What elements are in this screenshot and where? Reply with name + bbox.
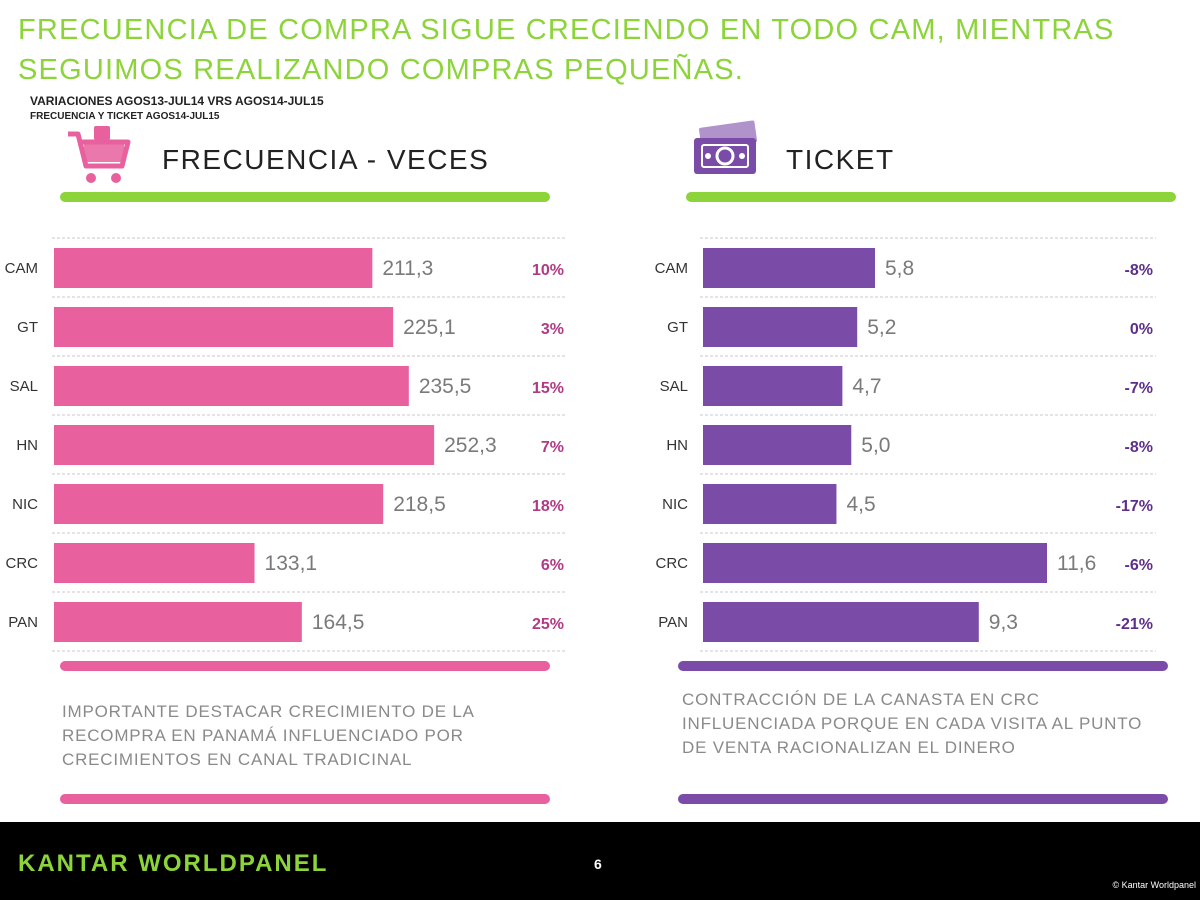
- bar: [54, 543, 255, 583]
- category-label: CRC: [6, 555, 39, 572]
- category-label: CAM: [5, 260, 38, 277]
- variation-label: -7%: [1125, 380, 1153, 397]
- ticket-note: CONTRACCIÓN DE LA CANASTA EN CRC INFLUEN…: [682, 690, 1143, 757]
- bar: [703, 425, 852, 465]
- bar: [703, 366, 843, 406]
- category-label: NIC: [662, 496, 688, 513]
- frecuencia-header: FRECUENCIA - VECES: [60, 120, 550, 190]
- kantar-logo: KANTAR WORLDPANEL: [18, 850, 329, 877]
- bar: [54, 248, 373, 288]
- bar: [703, 602, 979, 642]
- category-label: GT: [667, 319, 688, 336]
- category-label: PAN: [8, 614, 38, 631]
- bar: [703, 543, 1047, 583]
- money-bill-icon: [694, 120, 757, 174]
- variation-label: -6%: [1125, 557, 1153, 574]
- category-label: GT: [17, 319, 38, 336]
- value-label: 5,0: [861, 434, 890, 457]
- value-label: 211,3: [382, 257, 433, 280]
- pink-divider-upper: [60, 661, 550, 671]
- copyright: © Kantar Worldpanel: [1112, 880, 1196, 890]
- value-label: 235,5: [419, 375, 472, 398]
- purple-divider-lower: [678, 794, 1168, 804]
- bar: [54, 425, 435, 465]
- subtitle-line-2: FRECUENCIA Y TICKET AGOS14-JUL15: [30, 111, 220, 122]
- category-label: CAM: [655, 260, 688, 277]
- page-title: FRECUENCIA DE COMPRA SIGUE CRECIENDO EN …: [18, 14, 1115, 86]
- category-label: NIC: [12, 496, 38, 513]
- green-divider-left: [60, 192, 550, 202]
- value-label: 9,3: [989, 611, 1018, 634]
- variation-label: -8%: [1125, 262, 1153, 279]
- value-label: 164,5: [312, 611, 365, 634]
- bar: [54, 307, 394, 347]
- page-number: 6: [594, 856, 602, 872]
- category-label: HN: [16, 437, 38, 454]
- value-label: 252,3: [444, 434, 497, 457]
- variation-label: 0%: [1130, 321, 1153, 338]
- frecuencia-note: IMPORTANTE DESTACAR CRECIMIENTO DE LA RE…: [62, 702, 474, 769]
- value-label: 5,8: [885, 257, 914, 280]
- bar: [54, 366, 409, 406]
- frecuencia-bar-chart: CAM 211,3 10% GT 225,1 3% SAL 235,5 15% HN 252,3 7%…: [5, 237, 566, 652]
- bar: [54, 602, 302, 642]
- pink-divider-lower: [60, 794, 550, 804]
- value-label: 11,6: [1057, 552, 1096, 575]
- variation-label: 15%: [532, 380, 564, 397]
- bar: [54, 484, 384, 524]
- value-label: 5,2: [867, 316, 896, 339]
- variation-label: 25%: [532, 616, 564, 633]
- bar: [703, 484, 837, 524]
- variation-label: -8%: [1125, 439, 1153, 456]
- variation-label: 18%: [532, 498, 564, 515]
- purple-divider-upper: [678, 661, 1168, 671]
- bar: [703, 248, 875, 288]
- category-label: CRC: [656, 555, 689, 572]
- variation-label: -21%: [1116, 616, 1153, 633]
- variation-label: 3%: [541, 321, 564, 338]
- frecuencia-title: FRECUENCIA - VECES: [162, 144, 490, 175]
- value-label: 218,5: [393, 493, 446, 516]
- variation-label: -17%: [1116, 498, 1153, 515]
- shopping-cart-icon: [68, 126, 131, 183]
- green-divider-right: [686, 192, 1176, 202]
- subtitle-line-1: VARIACIONES AGOS13-JUL14 VRS AGOS14-JUL1…: [30, 94, 324, 108]
- footer-bar: KANTAR WORLDPANEL 6 © Kantar Worldpanel: [0, 822, 1200, 900]
- bar: [703, 307, 858, 347]
- value-label: 4,5: [846, 493, 875, 516]
- subtitle: VARIACIONES AGOS13-JUL14 VRS AGOS14-JUL1…: [30, 94, 550, 124]
- category-label: SAL: [10, 378, 38, 395]
- variation-label: 6%: [541, 557, 564, 574]
- value-label: 4,7: [852, 375, 881, 398]
- ticket-header: TICKET: [686, 120, 1176, 190]
- value-label: 225,1: [403, 316, 456, 339]
- category-label: PAN: [658, 614, 688, 631]
- variation-label: 10%: [532, 262, 564, 279]
- ticket-bar-chart: CAM 5,8 -8% GT 5,2 0% SAL 4,7 -7% HN 5,0 -8% NIC 4,5 -…: [655, 237, 1156, 652]
- ticket-title: TICKET: [786, 144, 895, 175]
- value-label: 133,1: [265, 552, 318, 575]
- variation-label: 7%: [541, 439, 564, 456]
- category-label: SAL: [660, 378, 688, 395]
- category-label: HN: [666, 437, 688, 454]
